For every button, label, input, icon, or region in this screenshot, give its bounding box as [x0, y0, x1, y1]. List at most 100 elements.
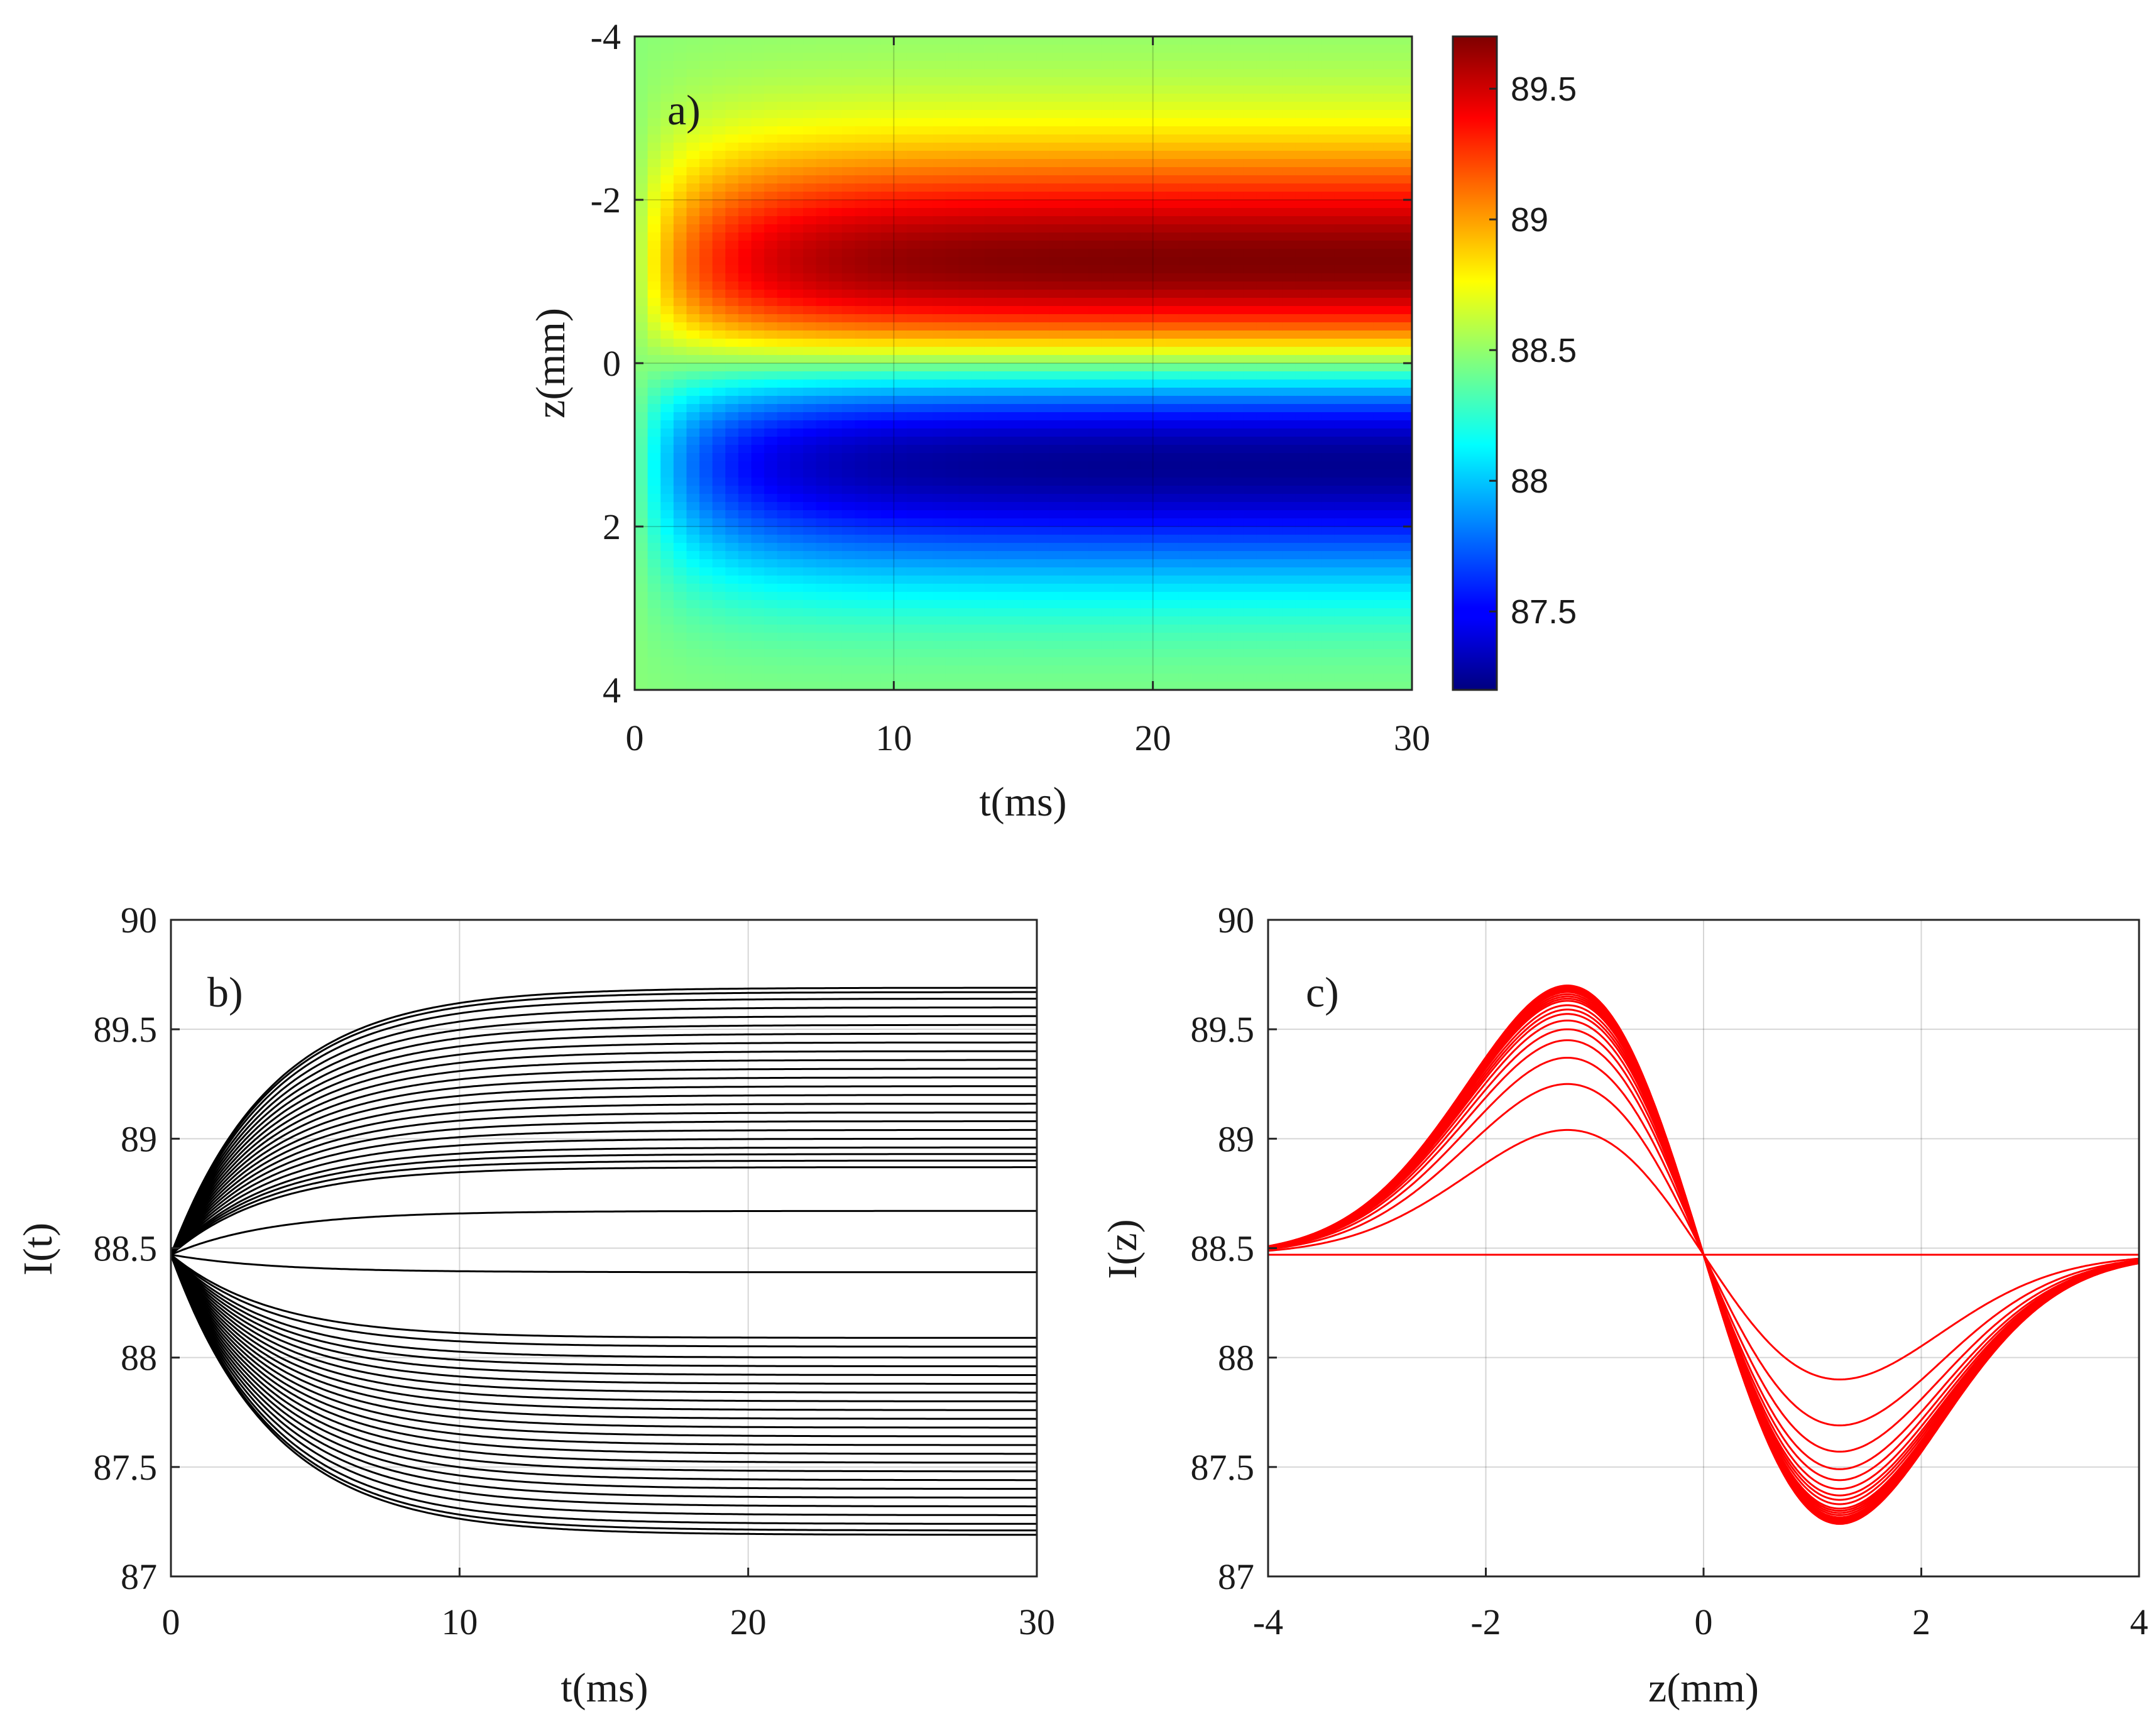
heatmap-cell — [1205, 306, 1218, 315]
heatmap-cell — [1152, 36, 1167, 45]
heatmap-cell — [712, 77, 726, 86]
heatmap-cell — [1243, 535, 1257, 543]
heatmap-cell — [1386, 322, 1400, 331]
heatmap-cell — [816, 339, 830, 347]
heatmap-cell — [1140, 134, 1154, 143]
heatmap-cell — [958, 216, 972, 225]
heatmap-cell — [712, 290, 726, 298]
heatmap-cell — [1166, 183, 1179, 192]
heatmap-cell — [777, 257, 791, 266]
heatmap-cell — [635, 657, 648, 666]
heatmap-cell — [906, 404, 921, 413]
heatmap-cell — [1308, 478, 1322, 486]
heatmap-cell — [635, 551, 648, 560]
heatmap-cell — [906, 527, 921, 535]
heatmap-cell — [880, 518, 895, 527]
heatmap-cell — [764, 543, 778, 552]
heatmap-cell — [1230, 592, 1244, 601]
heatmap-cell — [1230, 224, 1244, 233]
heatmap-cell — [1166, 322, 1179, 331]
heatmap-cell — [1049, 429, 1063, 437]
heatmap-cell — [1075, 633, 1089, 642]
heatmap-cell — [1230, 616, 1244, 625]
heatmap-cell — [1205, 478, 1218, 486]
heatmap-cell — [868, 134, 882, 143]
heatmap-cell — [1101, 412, 1115, 421]
heatmap-cell — [1036, 388, 1050, 396]
heatmap-cell — [1049, 183, 1063, 192]
heatmap-cell — [635, 208, 648, 217]
heatmap-cell — [686, 102, 700, 111]
heatmap-cell — [919, 674, 933, 682]
heatmap-cell — [933, 322, 946, 331]
heatmap-cell — [686, 584, 700, 592]
heatmap-cell — [1334, 232, 1348, 241]
heatmap-cell — [1321, 53, 1335, 62]
heatmap-cell — [1127, 608, 1141, 617]
heatmap-cell — [880, 200, 895, 209]
heatmap-cell — [738, 306, 752, 315]
heatmap-cell — [777, 510, 791, 519]
heatmap-cell — [829, 510, 843, 519]
heatmap-cell — [1101, 461, 1115, 470]
heatmap-cell — [919, 265, 933, 274]
heatmap-cell — [1062, 625, 1076, 633]
heatmap-cell — [958, 281, 972, 290]
heatmap-cell — [1101, 657, 1115, 666]
heatmap-cell — [855, 576, 868, 584]
heatmap-cell — [1127, 633, 1141, 642]
heatmap-cell — [803, 380, 817, 388]
heatmap-cell — [673, 510, 687, 519]
heatmap-cell — [1399, 355, 1413, 364]
heatmap-cell — [1282, 543, 1296, 552]
heatmap-cell — [725, 355, 739, 364]
heatmap-cell — [1178, 429, 1193, 437]
heatmap-cell — [777, 85, 791, 94]
heatmap-cell — [1205, 453, 1218, 462]
heatmap-cell — [1191, 388, 1205, 396]
heatmap-cell — [1062, 192, 1076, 200]
heatmap-cell — [738, 363, 752, 372]
heatmap-cell — [686, 77, 700, 86]
heatmap-cell — [880, 298, 895, 307]
heatmap-cell — [984, 429, 999, 437]
heatmap-cell — [1101, 469, 1115, 478]
heatmap-cell — [660, 518, 674, 527]
heatmap-cell — [1217, 224, 1232, 233]
heatmap-cell — [1166, 134, 1179, 143]
heatmap-cell — [1127, 167, 1141, 176]
heatmap-cell — [1347, 314, 1361, 323]
heatmap-cell — [971, 404, 985, 413]
series-line — [170, 1111, 1037, 1255]
heatmap-cell — [1243, 437, 1257, 445]
heatmap-cell — [1243, 36, 1257, 45]
heatmap-cell — [1010, 94, 1024, 102]
heatmap-cell — [790, 53, 804, 62]
heatmap-cell — [984, 559, 999, 568]
heatmap-cell — [777, 175, 791, 184]
heatmap-cell — [1023, 151, 1037, 160]
heatmap-cell — [1321, 77, 1335, 86]
heatmap-cell — [1243, 322, 1257, 331]
heatmap-cell — [1243, 330, 1257, 339]
heatmap-cell — [919, 469, 933, 478]
heatmap-cell — [1386, 437, 1400, 445]
heatmap-cell — [1191, 224, 1205, 233]
heatmap-cell — [1360, 469, 1374, 478]
heatmap-cell — [958, 576, 972, 584]
heatmap-cell — [1334, 69, 1348, 78]
heatmap-cell — [764, 633, 778, 642]
heatmap-cell — [868, 486, 882, 494]
heatmap-cell — [1036, 608, 1050, 617]
heatmap-cell — [1101, 502, 1115, 511]
heatmap-cell — [764, 265, 778, 274]
heatmap-cell — [764, 314, 778, 323]
heatmap-cell — [751, 208, 765, 217]
heatmap-cell — [1256, 167, 1271, 176]
heatmap-cell — [660, 45, 674, 53]
heatmap-cell — [1308, 584, 1322, 592]
heatmap-cell — [1243, 592, 1257, 601]
heatmap-cell — [647, 674, 662, 682]
heatmap-cell — [1243, 518, 1257, 527]
heatmap-cell — [699, 543, 713, 552]
